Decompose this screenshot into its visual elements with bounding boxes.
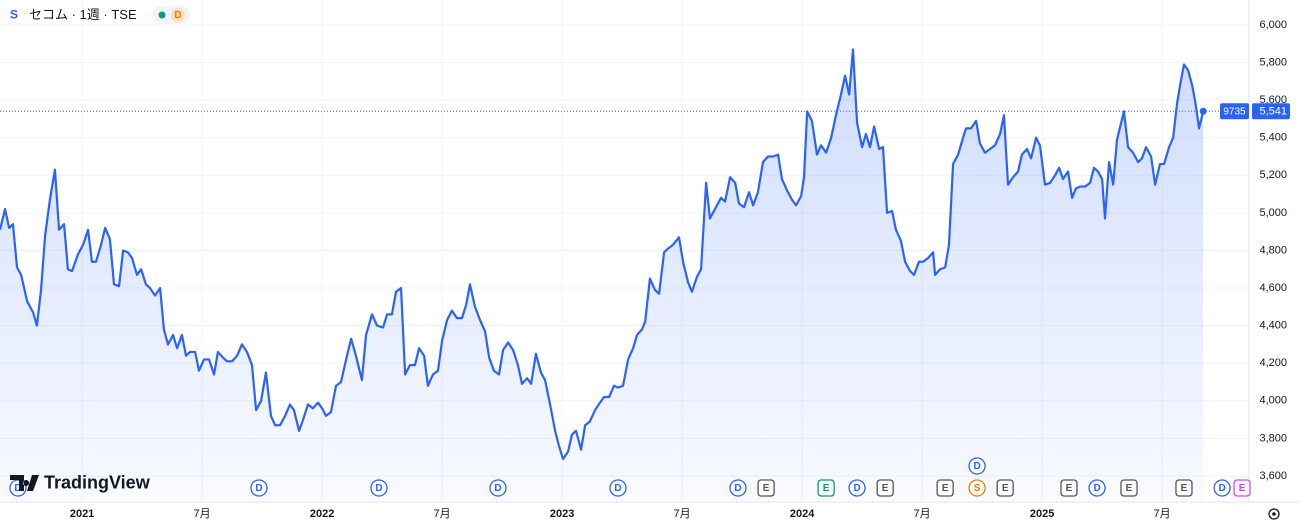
y-tick-label: 4,600 bbox=[1259, 282, 1287, 294]
event-label: E bbox=[1066, 483, 1073, 494]
y-tick-label: 3,800 bbox=[1259, 432, 1287, 444]
x-tick-label: 7月 bbox=[194, 508, 211, 520]
event-marker[interactable] bbox=[729, 479, 747, 497]
event-label: D bbox=[1219, 483, 1226, 494]
event-label: E bbox=[823, 483, 830, 494]
status-badge: D bbox=[174, 10, 181, 21]
event-marker[interactable] bbox=[1213, 479, 1231, 497]
symbol-code-bg bbox=[1220, 103, 1249, 120]
price-line bbox=[0, 48, 1205, 461]
last-price-label: 5,541 bbox=[1259, 106, 1287, 118]
y-tick-label: 5,200 bbox=[1259, 169, 1287, 181]
event-label: E bbox=[942, 483, 949, 494]
event-marker[interactable] bbox=[250, 479, 268, 497]
event-marker[interactable] bbox=[609, 479, 627, 497]
event-label: D bbox=[494, 483, 501, 494]
watermark-text: TradingView bbox=[44, 472, 151, 492]
event-label: D bbox=[734, 483, 741, 494]
x-tick-label: 2024 bbox=[790, 508, 815, 520]
event-label: D bbox=[614, 483, 621, 494]
event-marker[interactable] bbox=[936, 479, 954, 497]
event-marker[interactable] bbox=[489, 479, 507, 497]
event-marker[interactable] bbox=[370, 479, 388, 497]
event-label: E bbox=[1002, 483, 1009, 494]
event-marker[interactable] bbox=[1120, 479, 1138, 497]
event-marker[interactable] bbox=[968, 457, 986, 475]
event-marker[interactable] bbox=[876, 479, 894, 497]
event-label: D bbox=[375, 483, 382, 494]
watermark-logo bbox=[10, 475, 39, 491]
watermark: TradingView bbox=[10, 472, 151, 492]
y-tick-label: 6,000 bbox=[1259, 19, 1287, 31]
event-label: S bbox=[974, 483, 981, 494]
event-label: D bbox=[255, 483, 262, 494]
event-marker[interactable] bbox=[1088, 479, 1106, 497]
x-tick-label: 2025 bbox=[1030, 508, 1054, 520]
y-tick-label: 3,600 bbox=[1259, 470, 1287, 482]
settings-button[interactable] bbox=[1268, 508, 1280, 520]
event-label: E bbox=[1239, 483, 1246, 494]
y-tick-label: 4,000 bbox=[1259, 395, 1287, 407]
y-tick-label: 4,800 bbox=[1259, 244, 1287, 256]
status-dot bbox=[158, 11, 166, 19]
x-tick-label: 7月 bbox=[1154, 508, 1171, 520]
y-tick-label: 5,800 bbox=[1259, 56, 1287, 68]
event-label: E bbox=[882, 483, 889, 494]
event-marker[interactable] bbox=[996, 479, 1014, 497]
event-label: E bbox=[1126, 483, 1133, 494]
last-price-bg bbox=[1252, 103, 1290, 120]
y-tick-label: 5,400 bbox=[1259, 132, 1287, 144]
event-marker[interactable] bbox=[1060, 479, 1078, 497]
symbol-code: 9735 bbox=[1223, 106, 1246, 117]
event-marker[interactable] bbox=[757, 479, 775, 497]
x-tick-label: 7月 bbox=[434, 508, 451, 520]
header: S セコム · 1週 · TSE D bbox=[6, 6, 190, 24]
event-label: D bbox=[973, 461, 980, 472]
event-label: D bbox=[14, 483, 21, 494]
symbol-icon bbox=[6, 7, 22, 23]
chart-title: セコム · 1週 · TSE bbox=[29, 7, 137, 22]
event-marker[interactable] bbox=[848, 479, 866, 497]
event-marker[interactable] bbox=[968, 479, 986, 497]
event-label: E bbox=[763, 483, 770, 494]
settings-icon[interactable] bbox=[1268, 508, 1280, 520]
y-tick-label: 5,600 bbox=[1259, 94, 1287, 106]
x-tick-label: 7月 bbox=[674, 508, 691, 520]
event-marker[interactable] bbox=[1233, 479, 1251, 497]
x-tick-label: 2022 bbox=[310, 508, 334, 520]
settings-icon-center bbox=[1272, 512, 1276, 516]
event-label: E bbox=[1181, 483, 1188, 494]
status-badge-bg bbox=[171, 8, 185, 22]
x-tick-label: 2021 bbox=[70, 508, 94, 520]
x-tick-label: 7月 bbox=[914, 508, 931, 520]
y-tick-label: 4,400 bbox=[1259, 320, 1287, 332]
axes: 3,600 3,800 4,000 4,200 4,400 4,600 4,800 5,000… bbox=[9, 19, 1290, 520]
area bbox=[0, 49, 1204, 501]
x-tick-label: 2023 bbox=[550, 508, 574, 520]
y-tick-label: 4,200 bbox=[1259, 357, 1287, 369]
event-marker[interactable] bbox=[1175, 479, 1193, 497]
y-tick-label: 5,000 bbox=[1259, 207, 1287, 219]
event-marker[interactable] bbox=[817, 479, 835, 497]
symbol-icon-letter: S bbox=[10, 8, 18, 22]
event-label: D bbox=[1093, 483, 1100, 494]
plot bbox=[0, 48, 1249, 501]
event-label: D bbox=[853, 483, 860, 494]
